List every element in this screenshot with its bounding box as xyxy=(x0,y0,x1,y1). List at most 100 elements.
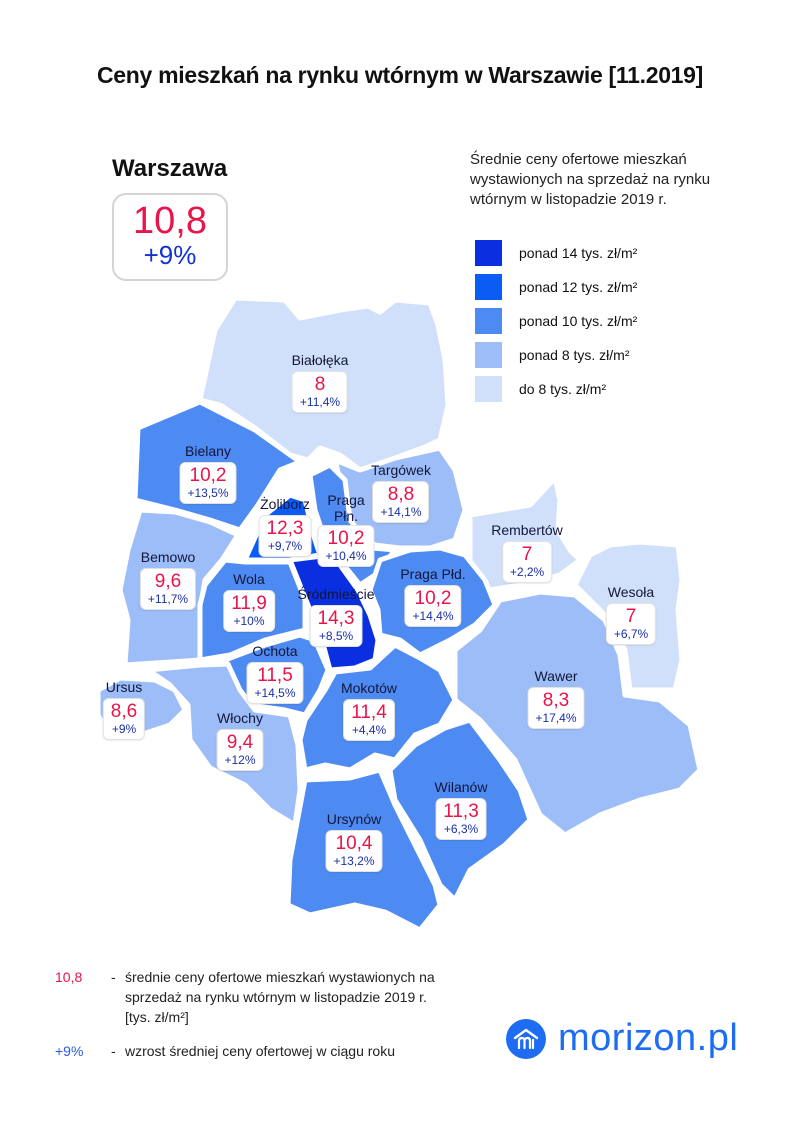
brand-logo: morizon.pl xyxy=(506,1017,738,1060)
district-name: Bielany xyxy=(185,443,231,459)
footnote-price-desc: średnie ceny ofertowe mieszkań wystawion… xyxy=(125,969,435,1025)
district-label-ursynow: Ursynów 10,4 +13,2% xyxy=(325,811,383,872)
legend-item: do 8 tys. zł/m² xyxy=(475,372,637,406)
district-label-wola: Wola 11,9 +10% xyxy=(223,571,275,632)
district-change: +9,7% xyxy=(267,539,303,553)
city-change: +9% xyxy=(143,240,197,270)
district-price: 12,3 xyxy=(266,518,304,539)
footnote-change-desc: wzrost średniej ceny ofertowej w ciągu r… xyxy=(125,1043,396,1059)
district-value-box: 10,2 +13,5% xyxy=(179,462,237,504)
district-value-box: 10,4 +13,2% xyxy=(325,830,383,872)
district-label-bielany: Bielany 10,2 +13,5% xyxy=(179,443,237,504)
footnote-dash: - xyxy=(111,969,116,985)
district-price: 10,2 xyxy=(414,588,452,609)
footnote-dash: - xyxy=(111,1043,116,1059)
district-change: +11,7% xyxy=(147,592,189,606)
legend-label: ponad 14 tys. zł/m² xyxy=(519,245,638,261)
district-change: +14,5% xyxy=(254,686,296,700)
district-price: 8,3 xyxy=(542,690,570,711)
district-value-box: 14,3 +8,5% xyxy=(309,605,363,647)
district-value-box: 12,3 +9,7% xyxy=(258,515,312,557)
district-label-ochota: Ochota 11,5 +14,5% xyxy=(246,643,304,704)
district-change: +6,7% xyxy=(613,627,649,641)
district-value-box: 10,2 +10,4% xyxy=(317,525,375,567)
district-label-rembertow: Rembertów 7 +2,2% xyxy=(491,522,563,583)
legend-swatch xyxy=(475,308,502,334)
footnote-price-key: 10,8 xyxy=(55,969,83,985)
district-value-box: 7 +2,2% xyxy=(501,541,553,583)
page-title: Ceny mieszkań na rynku wtórnym w Warszaw… xyxy=(96,62,704,88)
district-price: 8 xyxy=(314,374,326,395)
district-name: Białołęka xyxy=(291,352,349,368)
district-price: 11,9 xyxy=(231,593,267,614)
district-name: Wola xyxy=(233,571,265,587)
district-change: +11,4% xyxy=(299,395,341,409)
district-change: +8,5% xyxy=(318,629,354,643)
district-change: +4,4% xyxy=(351,723,387,737)
legend-label: ponad 8 tys. zł/m² xyxy=(519,347,630,363)
district-price: 8,6 xyxy=(110,701,138,722)
district-value-box: 8,6 +9% xyxy=(102,698,146,740)
district-label-praga-pld: Praga Płd. 10,2 +14,4% xyxy=(400,566,466,627)
district-name: Mokotów xyxy=(340,680,398,696)
legend-swatch xyxy=(475,274,502,300)
district-name: Bemowo xyxy=(140,549,196,565)
footnote-price-row: 10,8 - średnie ceny ofertowe mieszkań wy… xyxy=(55,967,505,1027)
district-name: Praga Płd. xyxy=(400,566,466,582)
district-label-praga-pln: Praga Płn. xyxy=(321,492,371,527)
district-price: 10,4 xyxy=(335,833,373,854)
legend-swatch xyxy=(475,376,502,402)
district-change: +14,1% xyxy=(380,505,422,519)
district-value-box: 11,9 +10% xyxy=(223,590,275,632)
district-price: 11,4 xyxy=(351,702,387,723)
district-price: 10,2 xyxy=(189,465,227,486)
legend: ponad 14 tys. zł/m² ponad 12 tys. zł/m² … xyxy=(475,236,637,406)
district-change: +17,4% xyxy=(535,711,577,725)
house-icon xyxy=(506,1018,546,1059)
district-name: Żoliborz xyxy=(260,496,310,512)
district-price: 10,2 xyxy=(327,528,365,549)
district-name: Ursynów xyxy=(326,811,382,827)
district-label-srodmiescie: Śródmieście 14,3 +8,5% xyxy=(297,586,375,647)
district-name: Wesoła xyxy=(607,584,655,600)
legend-item: ponad 14 tys. zł/m² xyxy=(475,236,637,270)
district-label-mokotow: Mokotów 11,4 +4,4% xyxy=(341,680,397,741)
legend-item: ponad 10 tys. zł/m² xyxy=(475,304,637,338)
district-label-wawer: Wawer 8,3 +17,4% xyxy=(527,668,585,729)
district-value-box: 9,4 +12% xyxy=(216,729,264,771)
district-label-ursus: Ursus 8,6 +9% xyxy=(102,679,146,740)
district-price: 7 xyxy=(625,606,637,627)
district-name: Wawer xyxy=(534,668,578,684)
city-name: Warszawa xyxy=(112,155,228,182)
district-value-box: 11,3 +6,3% xyxy=(435,798,487,840)
legend-label: ponad 12 tys. zł/m² xyxy=(519,279,638,295)
legend-swatch xyxy=(475,342,502,368)
district-price: 7 xyxy=(521,544,533,565)
district-label-wlochy: Włochy 9,4 +12% xyxy=(216,710,264,771)
district-name: Wilanów xyxy=(434,779,488,795)
footnote-change-row: +9% - wzrost średniej ceny ofertowej w c… xyxy=(55,1041,505,1061)
district-change: +14,4% xyxy=(412,609,454,623)
district-value-box: 7 +6,7% xyxy=(605,603,657,645)
district-value-box: 8 +11,4% xyxy=(291,371,349,413)
district-name: Ochota xyxy=(252,643,298,659)
legend-item: ponad 12 tys. zł/m² xyxy=(475,270,637,304)
district-price: 9,6 xyxy=(154,571,182,592)
district-label-targowek: Targówek 8,8 +14,1% xyxy=(371,462,431,523)
district-change: +13,2% xyxy=(333,854,375,868)
district-name: Rembertów xyxy=(491,522,563,538)
district-label-bemowo: Bemowo 9,6 +11,7% xyxy=(139,549,197,610)
legend-title: Średnie ceny ofertowe mieszkań wystawion… xyxy=(470,151,711,208)
district-name: Śródmieście xyxy=(297,586,375,602)
district-name: Targówek xyxy=(371,462,431,478)
legend-label: do 8 tys. zł/m² xyxy=(519,381,607,397)
footnote: 10,8 - średnie ceny ofertowe mieszkań wy… xyxy=(55,967,505,1061)
district-change: +10,4% xyxy=(325,549,367,563)
district-label-zoliborz: Żoliborz 12,3 +9,7% xyxy=(258,496,312,557)
city-price: 10,8 xyxy=(133,200,207,242)
legend-label: ponad 10 tys. zł/m² xyxy=(519,313,638,329)
district-label-wilanow: Wilanów 11,3 +6,3% xyxy=(434,779,488,840)
district-price: 8,8 xyxy=(387,484,415,505)
district-name: Włochy xyxy=(217,710,263,726)
district-value-box: 11,5 +14,5% xyxy=(246,662,304,704)
